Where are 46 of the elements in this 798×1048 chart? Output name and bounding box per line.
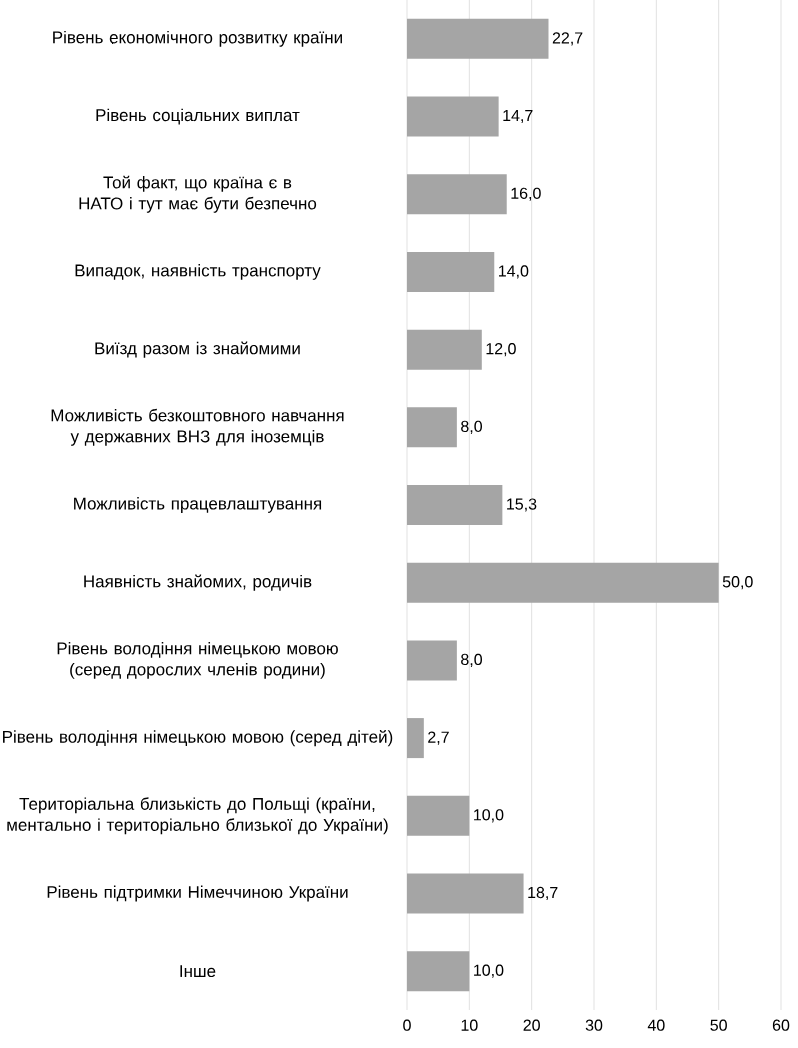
y-tick-label: Можливість працевлаштування bbox=[74, 497, 322, 513]
bar bbox=[407, 96, 499, 137]
x-tick-label: 20 bbox=[523, 1019, 540, 1031]
y-tick-label: Той факт, що країна є в НАТО і тут має бути безпечно bbox=[79, 175, 317, 213]
y-tick-label: Виїзд разом із знайомими bbox=[95, 341, 300, 358]
data-label: 2,7 bbox=[428, 731, 449, 745]
y-tick-label: Можливість безкоштовного навчання у державних ВНЗ для іноземців bbox=[51, 408, 344, 446]
bar bbox=[407, 562, 719, 603]
data-label: 10,0 bbox=[474, 809, 504, 823]
x-tick-label: 60 bbox=[772, 1019, 790, 1031]
y-tick-label: Наявність знайомих, родичів bbox=[84, 574, 312, 591]
data-label: 12,0 bbox=[486, 343, 516, 357]
data-label: 10,0 bbox=[474, 964, 504, 978]
y-tick-label: Рівень володіння німецькою мовою (серед дітей) bbox=[3, 730, 393, 747]
bar bbox=[407, 718, 424, 759]
x-tick-label: 0 bbox=[403, 1019, 411, 1031]
y-tick-label: Рівень економічного розвитку країни bbox=[53, 30, 342, 47]
y-tick-label: Рівень володіння німецькою мовою (серед дорослих членів родини) bbox=[57, 641, 338, 679]
bar bbox=[407, 18, 549, 59]
data-label: 8,0 bbox=[461, 653, 483, 667]
y-tick-label: Випадок, наявність транспорту bbox=[75, 264, 321, 280]
x-tick-label: 40 bbox=[647, 1019, 665, 1031]
bar bbox=[407, 951, 470, 992]
bar bbox=[407, 251, 495, 292]
data-label: 8,0 bbox=[461, 420, 483, 434]
data-label: 16,0 bbox=[511, 187, 541, 201]
y-tick-label: Рівень соціальних виплат bbox=[96, 108, 300, 125]
data-label: 14,7 bbox=[503, 110, 533, 124]
data-label: 14,0 bbox=[499, 265, 529, 279]
bar bbox=[407, 640, 457, 681]
bar bbox=[407, 174, 507, 215]
y-tick-label: Рівень підтримки Німеччиною України bbox=[47, 885, 348, 902]
x-tick-label: 30 bbox=[585, 1019, 603, 1031]
data-label: 22,7 bbox=[552, 32, 583, 46]
bar bbox=[407, 329, 482, 370]
bar bbox=[407, 407, 457, 448]
y-tick-label: Територіальна близькість до Польщі (країни, ментально і територіально близької до України) bbox=[7, 797, 388, 835]
y-tick-label: Інше bbox=[180, 965, 216, 978]
x-tick-label: 10 bbox=[461, 1019, 478, 1031]
bar bbox=[407, 873, 524, 914]
data-label: 15,3 bbox=[507, 498, 537, 512]
x-tick-label: 50 bbox=[710, 1019, 727, 1031]
bar bbox=[407, 485, 503, 526]
bar bbox=[407, 795, 470, 836]
data-label: 50,0 bbox=[722, 576, 753, 590]
data-label: 18,7 bbox=[528, 886, 558, 901]
